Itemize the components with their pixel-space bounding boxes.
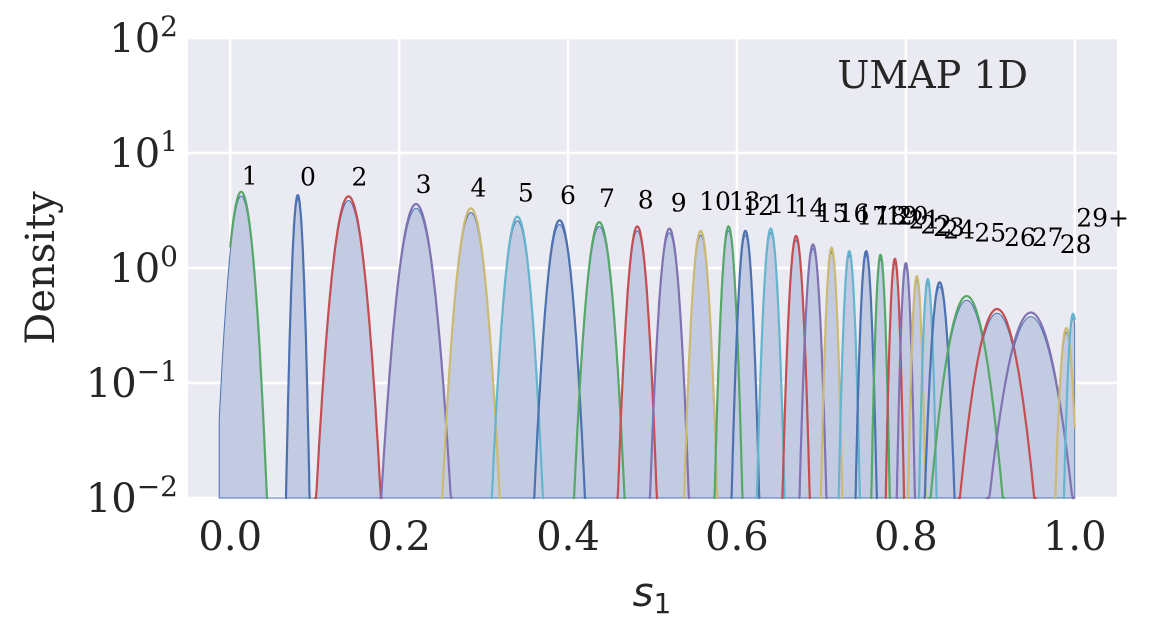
peak-label-27: 27	[1032, 223, 1064, 252]
peak-label-10: 10	[699, 187, 731, 216]
x-tick-labels: 0.0 0.2 0.4 0.6 0.8 1.0	[198, 514, 1106, 560]
peak-label-12: 12	[742, 192, 774, 221]
density-curves	[229, 190, 1076, 500]
y-tick-exponent-0: −2	[137, 470, 178, 503]
peak-label-28: 28	[1060, 230, 1092, 259]
x-tick-label-4: 0.8	[874, 514, 938, 560]
y-tick-exponent-3: 1	[160, 125, 178, 158]
component-curve-4	[440, 207, 502, 500]
x-tick-label-3: 0.6	[705, 514, 769, 560]
peak-label-13: 13	[729, 187, 761, 216]
component-curve-7	[572, 221, 626, 500]
component-curve-9	[648, 227, 691, 500]
peak-label-9: 9	[671, 189, 687, 218]
y-tick-base-3: 10	[109, 131, 160, 177]
peak-label-3: 3	[416, 170, 432, 199]
annotation-umap: UMAP 1D	[837, 53, 1028, 97]
x-tick-label-0: 0.0	[198, 514, 262, 560]
peak-label-19: 19	[886, 201, 918, 230]
peak-label-2: 2	[351, 163, 367, 192]
peak-label-22: 22	[920, 210, 952, 239]
peak-label-0: 0	[300, 163, 316, 192]
component-curve-2	[314, 195, 383, 500]
component-curve-3	[379, 202, 453, 500]
component-curve-14	[781, 234, 811, 500]
component-curve-0	[284, 194, 311, 500]
component-curve-20	[884, 257, 906, 500]
component-curve-13	[713, 225, 744, 500]
y-tick-exponent-4: 2	[160, 10, 178, 43]
peak-label-7: 7	[599, 184, 615, 213]
component-curve-17	[837, 249, 862, 500]
y-tick-base-0: 10	[86, 476, 137, 522]
y-tick-base-1: 10	[86, 361, 137, 407]
y-axis-title: Density	[18, 191, 64, 345]
component-curve-19	[870, 253, 891, 500]
component-curve-15	[798, 243, 828, 500]
component-curve-23	[917, 277, 938, 500]
peak-label-8: 8	[638, 185, 654, 214]
component-curve-11	[755, 227, 786, 500]
y-tick-base-4: 10	[109, 16, 160, 62]
peak-label-15: 15	[816, 199, 848, 228]
component-curve-28	[1054, 326, 1076, 500]
component-curve-16	[819, 246, 844, 500]
peak-label-18: 18	[875, 201, 907, 230]
peak-label-14: 14	[794, 194, 826, 223]
component-curve-24	[923, 281, 956, 500]
peak-label-1: 1	[242, 162, 258, 191]
x-tick-label-5: 1.0	[1043, 514, 1107, 560]
component-curve-21	[895, 261, 917, 500]
peak-label-21: 21	[908, 206, 940, 235]
peak-label-11: 11	[768, 190, 800, 219]
x-axis-title: s1	[633, 570, 672, 620]
component-curve-6	[533, 219, 587, 500]
peak-label-4: 4	[471, 173, 487, 202]
peak-label-29+: 29+	[1076, 203, 1129, 232]
x-tick-label-2: 0.4	[536, 514, 600, 560]
y-tick-label-0: 10−2	[86, 470, 178, 522]
x-axis-title-sub: 1	[654, 587, 672, 620]
peak-label-26: 26	[1004, 223, 1036, 252]
component-curve-10	[682, 229, 719, 500]
peak-labels: 1 0 2 3 4 5 6 7 8 9 101312111415161718192021222324…	[242, 162, 1129, 259]
component-curve-29+	[1062, 312, 1076, 500]
component-curve-8	[616, 225, 659, 500]
y-tick-label-4: 102	[109, 10, 178, 62]
peak-label-25: 25	[974, 219, 1006, 248]
y-tick-exponent-1: −1	[137, 355, 178, 388]
component-curve-5	[490, 215, 545, 500]
y-tick-exponent-2: 0	[160, 240, 178, 273]
y-tick-base-2: 10	[109, 246, 160, 292]
x-axis-title-base: s	[633, 570, 654, 616]
y-tick-label-2: 100	[109, 240, 178, 292]
x-tick-label-1: 0.2	[367, 514, 431, 560]
peak-label-24: 24	[943, 216, 975, 245]
y-tick-label-1: 10−1	[86, 355, 178, 407]
component-curve-25	[928, 294, 1005, 500]
peak-label-16: 16	[838, 199, 870, 228]
component-curve-12	[730, 229, 761, 500]
peak-label-5: 5	[518, 178, 534, 207]
component-curve-26	[957, 307, 1037, 500]
component-curve-1	[229, 190, 269, 500]
peak-label-20: 20	[897, 201, 929, 230]
peak-label-6: 6	[560, 181, 576, 210]
peak-label-23: 23	[933, 213, 965, 242]
y-tick-label-3: 101	[109, 125, 178, 177]
peak-label-17: 17	[856, 201, 888, 230]
component-curve-22	[906, 274, 927, 500]
